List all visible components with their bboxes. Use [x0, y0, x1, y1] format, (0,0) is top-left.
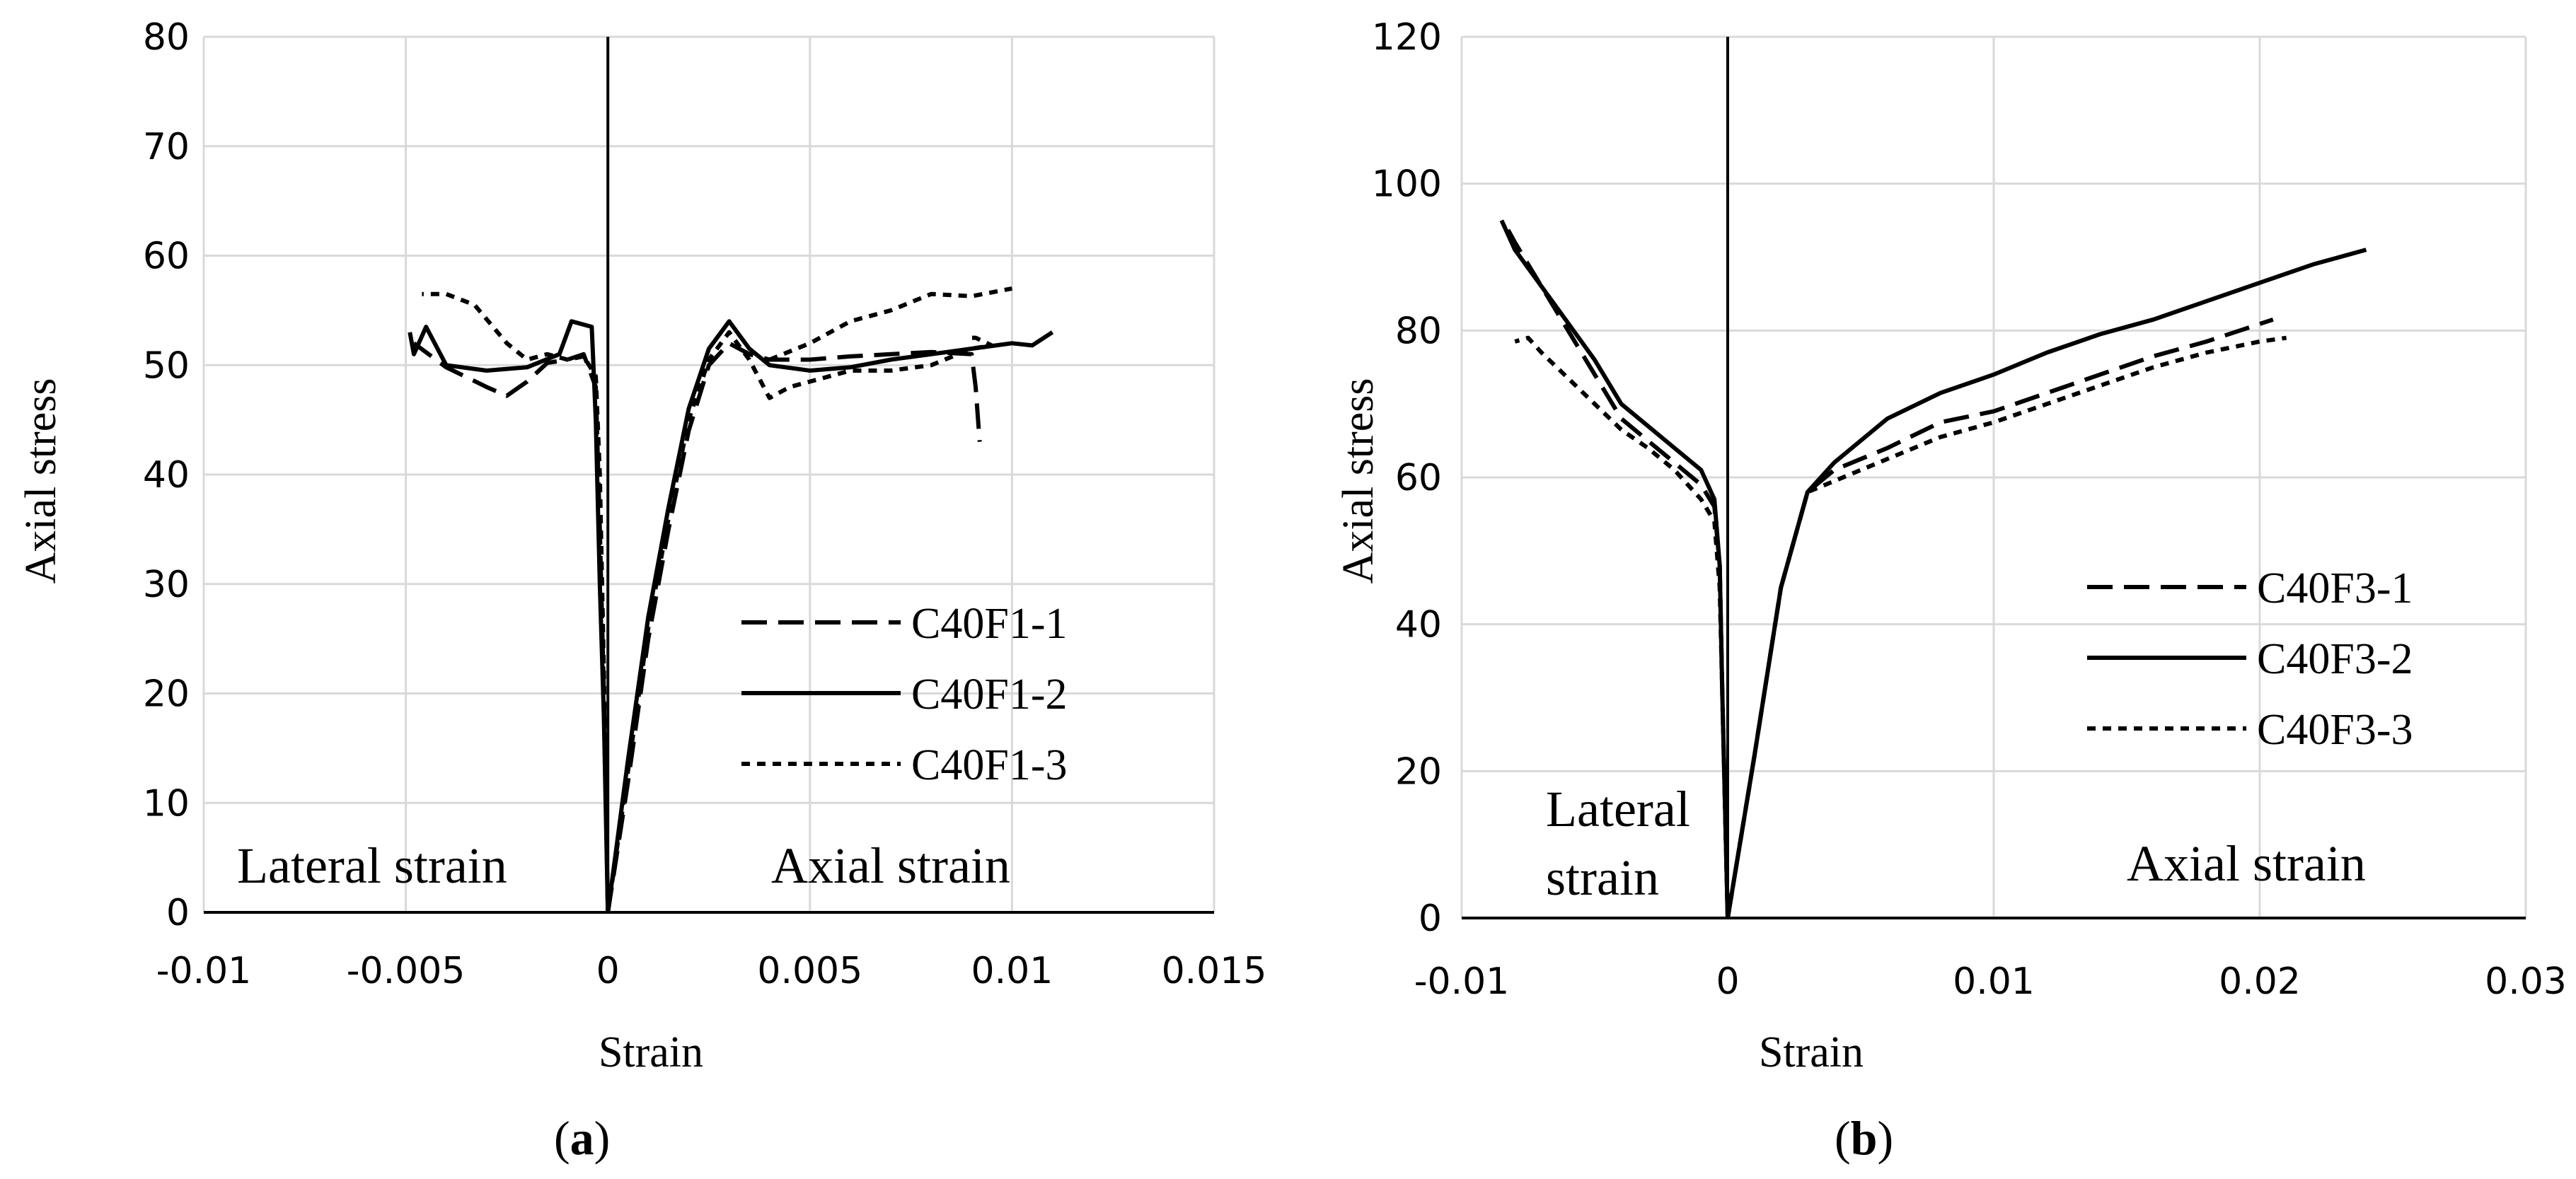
annotation: Lateral strain [237, 837, 507, 894]
annotation: Axial strain [2127, 835, 2366, 892]
y-tick-label: 40 [143, 454, 190, 496]
caption-label: a [570, 1111, 594, 1165]
series-C40F1-3-axial [606, 330, 994, 913]
y-tick-label: 60 [1395, 457, 1442, 499]
x-tick-label: 0 [596, 950, 620, 992]
caption-close: ) [594, 1111, 611, 1165]
y-tick-label: 70 [143, 126, 190, 168]
figure-caption: (a) [554, 1111, 610, 1165]
y-tick-label: 20 [1395, 750, 1442, 793]
x-axis-title: Strain [599, 1028, 703, 1076]
series-C40F1-2-lateral [408, 319, 611, 913]
y-tick-label: 60 [143, 236, 190, 278]
legend-label: C40F1-2 [911, 670, 1067, 719]
y-tick-label: 0 [166, 892, 190, 934]
caption-open: ( [554, 1111, 570, 1165]
x-tick-label: 0.005 [757, 950, 862, 992]
x-tick-label: 0.015 [1162, 950, 1267, 992]
legend-label: C40F3-3 [2257, 706, 2413, 754]
y-tick-label: 120 [1372, 16, 1442, 59]
x-tick-label: -0.01 [1414, 960, 1510, 1003]
x-tick-label: 0.03 [2485, 960, 2567, 1003]
y-tick-label: 40 [1395, 604, 1442, 646]
x-tick-label: 0.01 [1953, 960, 2035, 1003]
y-tick-label: 100 [1372, 163, 1442, 206]
caption-open: ( [1835, 1111, 1851, 1165]
y-tick-label: 10 [143, 782, 190, 825]
x-axis-title: Strain [1759, 1028, 1864, 1076]
series-C40F3-3-lateral [1514, 335, 1730, 919]
x-tick-label: 0.02 [2219, 960, 2301, 1003]
legend-label: C40F3-1 [2257, 564, 2413, 612]
legend-label: C40F1-3 [911, 741, 1067, 789]
x-tick-label: -0.01 [156, 950, 252, 992]
x-tick-label: -0.005 [347, 950, 466, 992]
y-tick-label: 20 [143, 673, 190, 716]
x-tick-label: 0.01 [971, 950, 1053, 992]
y-tick-label: 30 [143, 564, 190, 606]
annotation: strain [1546, 849, 1659, 906]
legend-label: C40F1-1 [911, 600, 1067, 648]
legend-label: C40F3-2 [2257, 635, 2413, 683]
chart-b: 0 20 40 60 80 100 120 -0.01 0 0.01 0.02 0.03 Axial s… [1334, 16, 2567, 1165]
annotation: Lateral [1546, 781, 1690, 837]
figure-caption: (b) [1835, 1111, 1893, 1165]
y-axis-title: Axial stress [17, 378, 65, 583]
y-tick-label: 80 [143, 16, 190, 59]
caption-close: ) [1877, 1111, 1893, 1165]
y-tick-label: 80 [1395, 310, 1442, 352]
annotation: Axial strain [771, 837, 1010, 894]
chart-a: 0 10 20 30 40 50 60 70 80 -0.01 -0.005 0 0.005 0.01 0.… [17, 16, 1266, 1165]
series-C40F1-3-axial_upper [768, 286, 1012, 362]
series-C40F1-2-axial [606, 319, 1054, 913]
caption-label: b [1851, 1111, 1878, 1165]
y-tick-label: 50 [143, 344, 190, 387]
series-C40F3-3-axial [1726, 335, 2287, 919]
series-C40F3-2-axial [1726, 248, 2367, 919]
y-axis-title: Axial stress [1334, 378, 1382, 583]
x-tick-label: 0 [1716, 960, 1739, 1003]
series-C40F3-2-lateral [1499, 219, 1730, 919]
series-C40F1-3-lateral [422, 291, 611, 913]
y-tick-label: 0 [1419, 898, 1442, 940]
